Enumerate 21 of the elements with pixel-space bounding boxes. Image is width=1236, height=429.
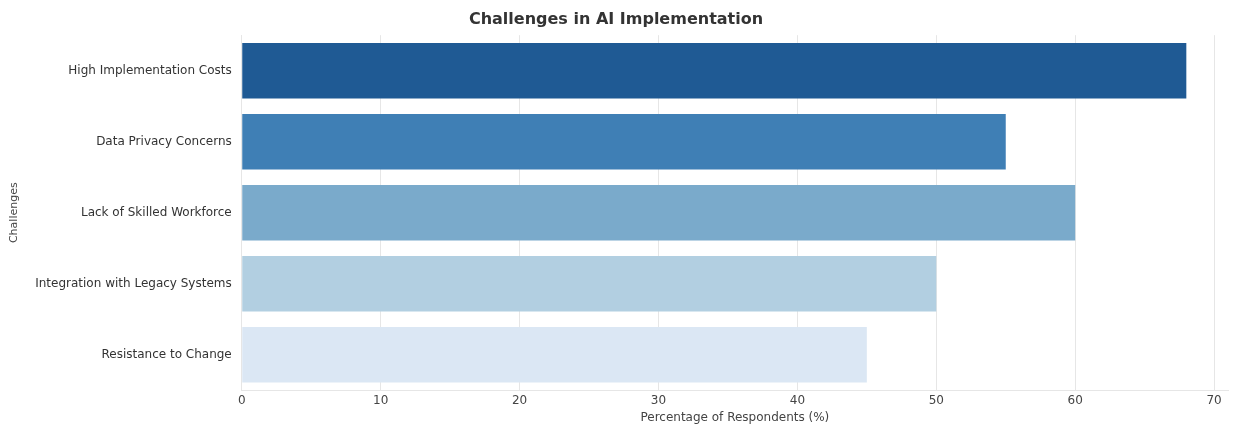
bar — [242, 114, 1006, 170]
y-tick-label: High Implementation Costs — [68, 62, 232, 77]
y-tick-label: Integration with Legacy Systems — [35, 275, 232, 290]
bar — [242, 256, 937, 312]
x-tick-label: 20 — [511, 392, 528, 407]
y-tick-label: Resistance to Change — [101, 346, 232, 361]
x-tick-label: 60 — [1067, 392, 1083, 407]
x-tick-label: 40 — [789, 392, 806, 407]
y-axis-title: Challenges — [7, 182, 21, 244]
bar — [242, 327, 867, 383]
x-tick-label: 30 — [650, 392, 667, 407]
x-tick-label: 0 — [237, 392, 246, 407]
x-axis-title: Percentage of Respondents (%) — [640, 409, 830, 424]
x-tick-label: 70 — [1206, 392, 1222, 407]
y-tick-label: Lack of Skilled Workforce — [80, 204, 232, 219]
bar — [242, 43, 1187, 99]
x-tick-label: 50 — [928, 392, 944, 407]
x-tick-label: 10 — [373, 392, 389, 407]
bar — [242, 185, 1076, 241]
y-tick-label: Data Privacy Concerns — [96, 133, 232, 148]
chart-title: Challenges in AI Implementation — [468, 8, 764, 28]
